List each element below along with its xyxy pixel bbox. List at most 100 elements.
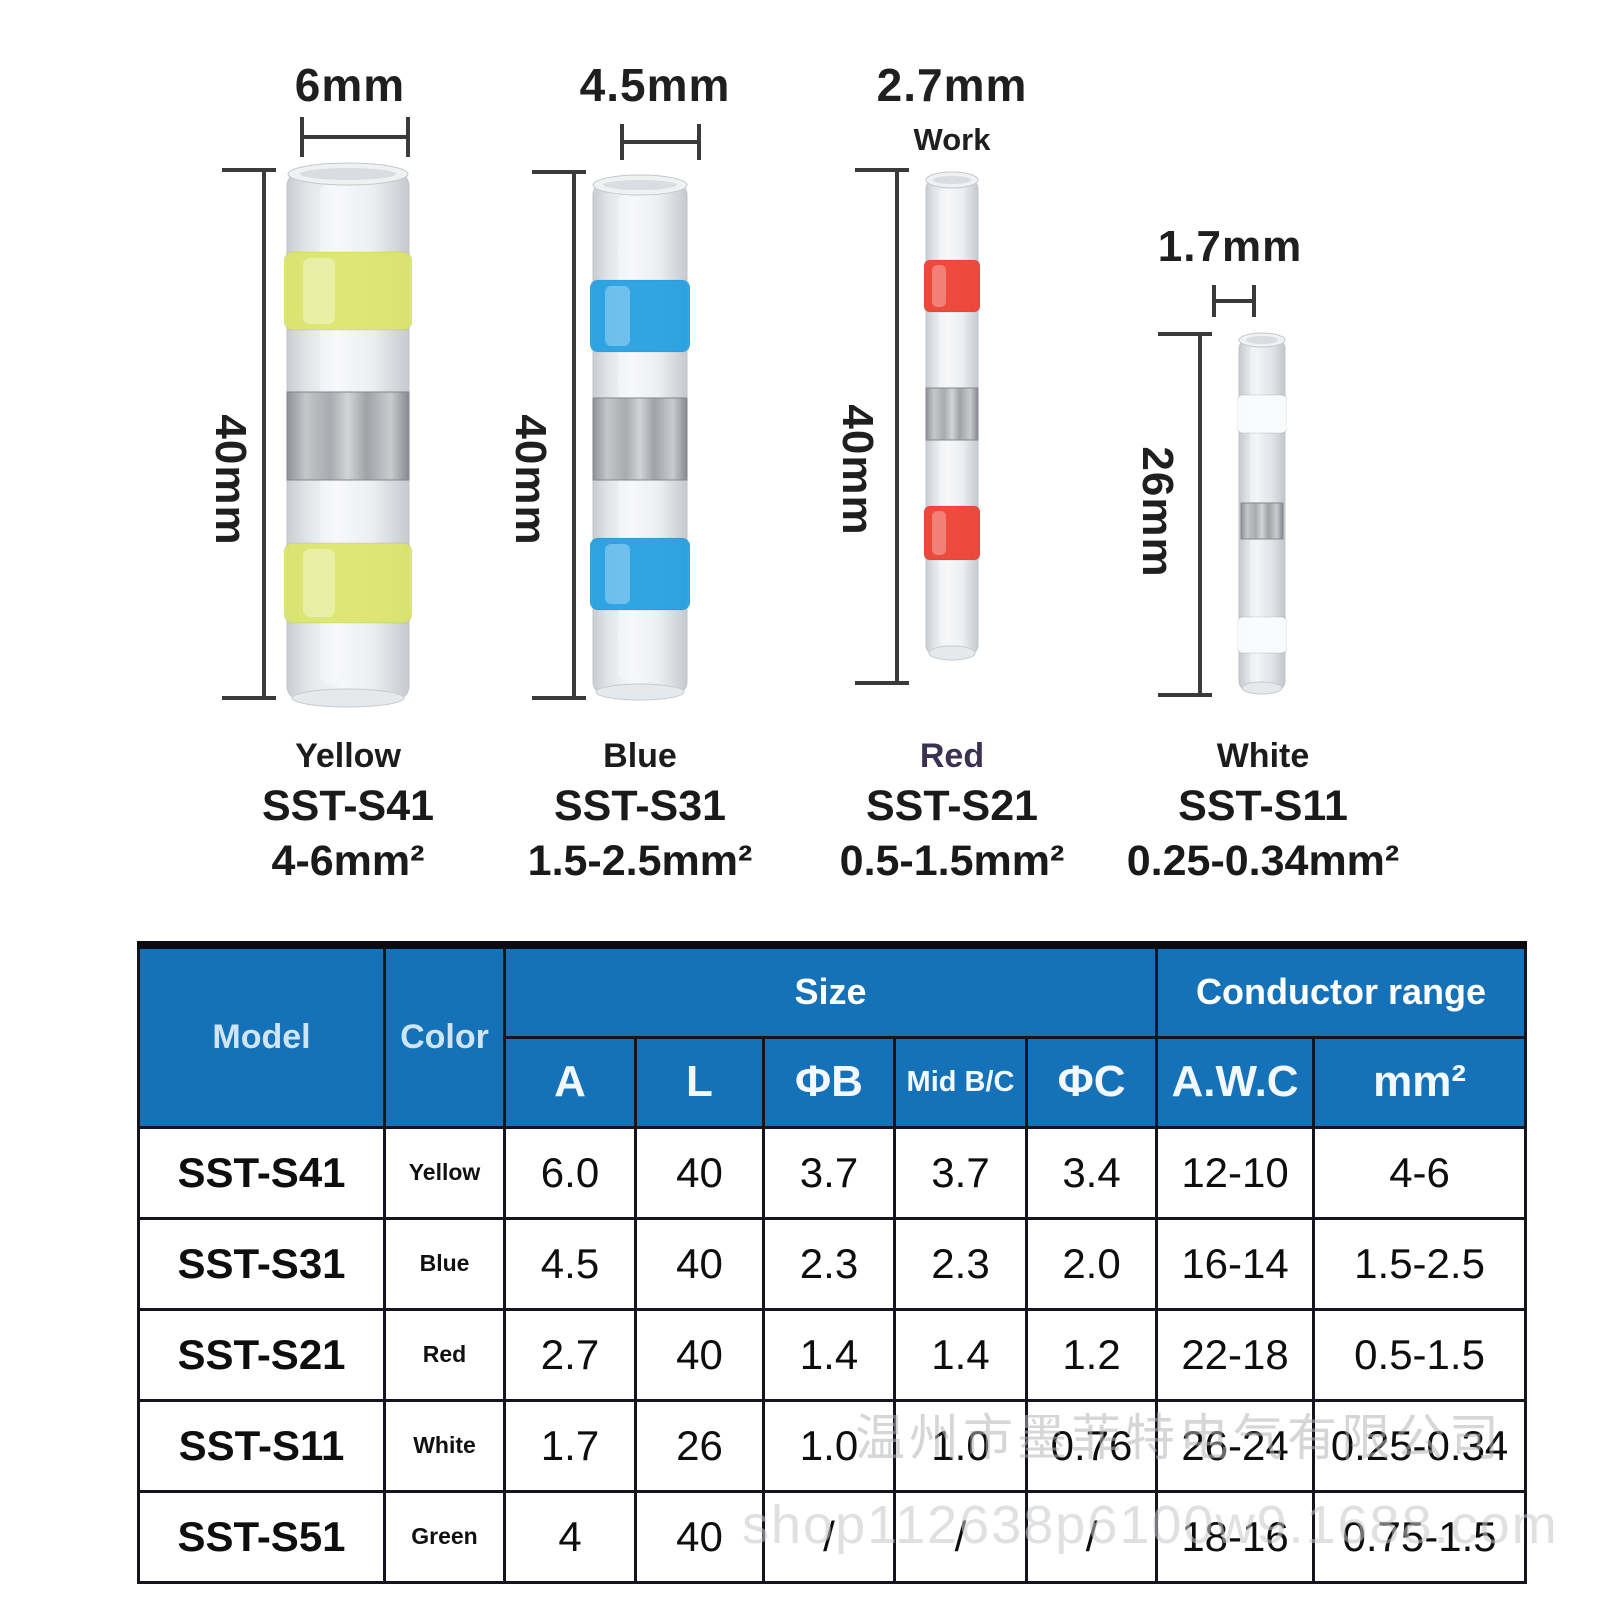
height-line-blue [532,170,586,700]
col-header-mid-bc: Mid B/C [893,1035,1028,1129]
col-group-size: Size [502,943,1159,1039]
solder-ring [1240,502,1284,540]
width-bracket-blue [620,124,701,160]
caption-color-name: White [1216,737,1310,775]
table-row: SST-S31 Blue 4.5 40 2.3 2.3 2.0 16-14 1.… [137,1216,1528,1311]
cell-awc: 26-24 [1155,1398,1316,1493]
cell-mid-bc: 1.4 [893,1307,1028,1402]
col-header-phi-c: ΦC [1024,1035,1159,1129]
cell-color: Green [383,1489,506,1584]
caption-color-name: Yellow [295,737,401,775]
band-sheen [605,286,630,346]
cell-phi-c: / [1024,1489,1159,1584]
caption-range: 0.25-0.34mm² [1126,837,1400,885]
tube-opening-inner [603,180,677,190]
cell-color: Red [383,1307,506,1402]
caption-model: SST-S41 [261,782,435,830]
cell-a: 2.7 [503,1307,637,1402]
col-header-color: Color [383,943,506,1129]
width-dimension-label-yellow: 6mm [294,59,406,111]
cell-awc: 18-16 [1155,1489,1316,1584]
cell-color: Yellow [383,1125,506,1220]
cell-phi-c: 0.76 [1024,1398,1159,1493]
cell-phi-b: 1.4 [762,1307,896,1402]
cell-awc: 16-14 [1155,1216,1316,1311]
solder-ring [286,391,410,481]
table-row: SST-S41 Yellow 6.0 40 3.7 3.7 3.4 12-10 … [137,1125,1528,1220]
cell-a: 4.5 [503,1216,637,1311]
height-line-white [1158,332,1212,697]
heatshrink-band-top [284,251,412,331]
caption-white: White SST-S11 0.25-0.34mm² [1108,733,1418,889]
caption-blue: Blue SST-S31 1.5-2.5mm² [485,733,795,889]
cell-phi-c: 1.2 [1024,1307,1159,1402]
height-line-yellow [222,168,276,700]
cell-a: 1.7 [503,1398,637,1493]
caption-model: SST-S21 [865,782,1039,830]
cell-mid-bc: 2.3 [893,1216,1028,1311]
cell-l: 26 [634,1398,765,1493]
cell-mm2: 1.5-2.5 [1312,1216,1528,1311]
cell-phi-b: / [762,1489,896,1584]
cell-awc: 22-18 [1155,1307,1316,1402]
col-header-phi-b: ΦB [762,1035,896,1129]
cell-awc: 12-10 [1155,1125,1316,1220]
heatshrink-band-bottom [284,542,412,624]
cell-mid-bc: 1.0 [893,1398,1028,1493]
col-header-a: A [503,1035,637,1129]
col-header-l: L [634,1035,765,1129]
heatshrink-band-bottom [1237,616,1287,654]
cell-mm2: 0.75-1.5 [1312,1489,1528,1584]
caption-model: SST-S11 [1178,782,1348,830]
height-dimension-label-white: 26mm [1133,446,1182,578]
tube-opening-inner [300,168,396,180]
cell-mm2: 4-6 [1312,1125,1528,1220]
width-dimension-label-white: 1.7mm [1157,222,1303,271]
solder-ring [925,387,979,441]
tube-bottom [928,645,976,661]
band-sheen [303,549,335,617]
heatshrink-band-bottom [924,505,980,561]
table-row: SST-S11 White 1.7 26 1.0 1.0 0.76 26-24 … [137,1398,1528,1493]
cell-color: White [383,1398,506,1493]
cell-mid-bc: / [893,1489,1028,1584]
col-header-model: Model [137,943,386,1129]
width-dimension-label-blue: 4.5mm [579,59,731,111]
cell-model: SST-S51 [137,1489,386,1584]
caption-yellow: Yellow SST-S41 4-6mm² [193,733,503,889]
caption-range: 0.5-1.5mm² [839,837,1065,885]
heatshrink-band-top [1237,394,1287,434]
table-row: SST-S51 Green 4 40 / / / 18-16 0.75-1.5 [137,1489,1528,1584]
col-header-awc: A.W.C [1155,1035,1316,1129]
cell-l: 40 [634,1125,765,1220]
width-bracket-yellow [300,117,410,157]
cell-phi-b: 2.3 [762,1216,896,1311]
heatshrink-band-top [924,259,980,313]
caption-color-name: Blue [603,737,677,775]
cell-l: 40 [634,1307,765,1402]
tube-opening-inner [1246,336,1278,344]
cell-model: SST-S21 [137,1307,386,1402]
heatshrink-band-bottom [590,537,690,611]
tube-opening-inner [933,176,971,184]
height-dimension-label-yellow: 40mm [206,414,255,546]
height-dimension-label-blue: 40mm [506,414,555,546]
height-dimension-label-red: 40mm [833,404,882,536]
width-dimension-label-red: 2.7mm [876,59,1028,111]
tube-bottom [595,683,685,701]
col-group-conductor-range: Conductor range [1155,943,1528,1039]
band-sheen [932,511,946,555]
height-line-red [855,168,909,685]
width-bracket-white [1212,285,1256,317]
band-sheen [605,544,630,604]
cell-phi-c: 2.0 [1024,1216,1159,1311]
cell-model: SST-S41 [137,1125,386,1220]
band-sheen [932,265,946,307]
solder-ring [592,397,688,481]
caption-red: Red SST-S21 0.5-1.5mm² [797,733,1107,889]
cell-l: 40 [634,1489,765,1584]
cell-a: 4 [503,1489,637,1584]
table-row: SST-S21 Red 2.7 40 1.4 1.4 1.2 22-18 0.5… [137,1307,1528,1402]
caption-color-name: Red [919,737,985,775]
